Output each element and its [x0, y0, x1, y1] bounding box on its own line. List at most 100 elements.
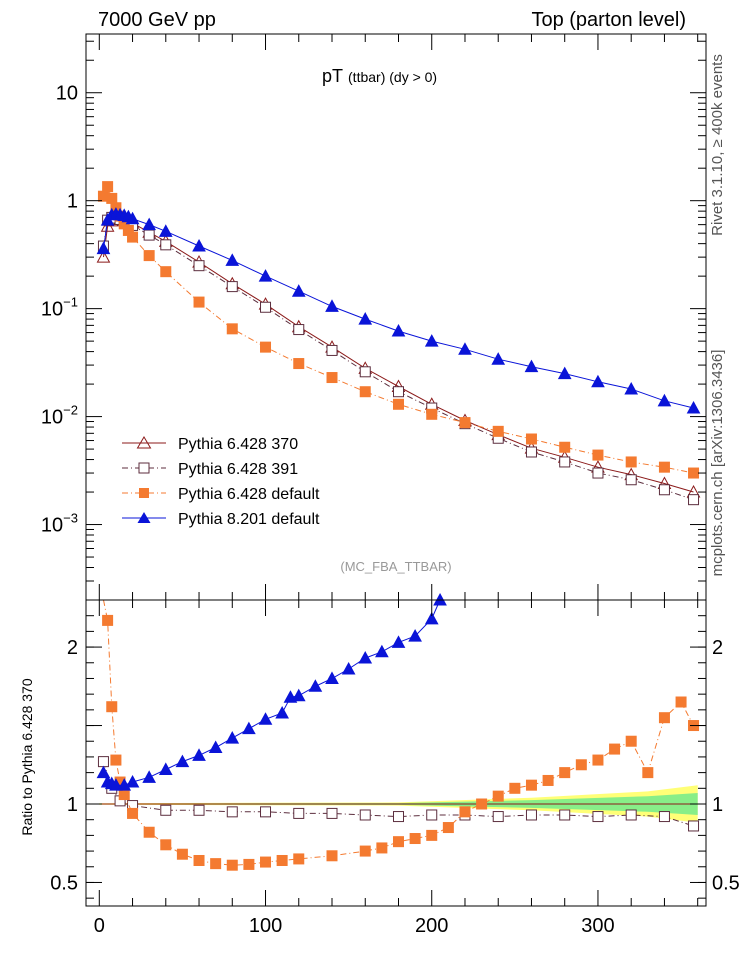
ratio-y-tick-label-right-0: 2	[712, 637, 723, 659]
main-marker-p6_default-14	[326, 372, 338, 384]
main-y-tick-label-3: 10−2	[41, 403, 78, 429]
main-marker-p6_default-24	[658, 461, 670, 473]
legend-entry-p6-391: Pythia 6.428 391	[122, 461, 298, 478]
ratio-y-tick-label-2: 1	[67, 794, 78, 816]
ratio-marker-p8_default-0	[96, 765, 111, 779]
ratio-y-tick-label-right-3: 0.5	[712, 872, 740, 894]
ratio-y-axis-label: Ratio to Pythia 6.428 370	[19, 678, 35, 835]
main-marker-p6_391-20	[525, 446, 537, 458]
legend-label-p6-391: Pythia 6.428 391	[178, 461, 298, 478]
main-marker-p8_default-25	[686, 400, 701, 414]
ratio-marker-p6_default-16	[293, 853, 305, 865]
ratio-marker-p6_default-5	[118, 789, 130, 801]
ratio-marker-p6_default-24	[459, 806, 471, 818]
main-marker-p8_default-17	[424, 334, 439, 347]
ratio-marker-p6_default-29	[542, 774, 554, 786]
ratio-marker-p6_default-35	[642, 767, 654, 779]
ratio-marker-p6_default-2	[106, 701, 118, 713]
main-marker-p6_default-21	[559, 441, 571, 453]
ratio-marker-p8_default-17	[308, 679, 323, 692]
ratio-marker-p8_default-8	[175, 754, 190, 768]
ratio-marker-p8_default-6	[142, 770, 157, 783]
legend-marker-p8-default	[137, 512, 151, 523]
main-y-tick-label-4: 10−3	[41, 511, 78, 537]
ratio-marker-p6_default-10	[193, 854, 205, 866]
main-marker-p6_391-16	[392, 386, 404, 398]
main-marker-p8_default-21	[557, 366, 572, 380]
main-marker-p6_default-9	[160, 266, 172, 278]
main-marker-p6_default-22	[592, 449, 604, 461]
main-y-tick-label-0: 10	[56, 83, 78, 105]
ratio-marker-p8_default-7	[158, 762, 173, 775]
title-text: pT	[322, 66, 343, 86]
main-marker-p6_default-16	[392, 398, 404, 410]
ratio-marker-p6_391-19	[658, 811, 670, 823]
legend-entry-p6-370: Pythia 6.428 370	[122, 436, 298, 453]
main-marker-p6_391-24	[658, 484, 670, 496]
ratio-marker-p6_default-23	[442, 822, 454, 834]
ratio-y-tick-label-0: 2	[67, 637, 78, 659]
legend-entry-p6-default: Pythia 6.428 default	[122, 486, 320, 503]
ratio-marker-p6_default-32	[592, 754, 604, 766]
ratio-marker-p8_default-12	[242, 721, 256, 735]
main-marker-p8_default-13	[291, 284, 306, 297]
ratio-marker-p6_default-12	[226, 859, 238, 871]
legend: Pythia 6.428 370 Pythia 6.428 391 Pythia…	[122, 436, 320, 528]
ratio-marker-p6_391-20	[688, 820, 700, 832]
main-marker-p6_391-9	[160, 239, 172, 251]
main-marker-p8_default-16	[391, 324, 406, 337]
main-marker-p6_391-25	[688, 494, 700, 506]
ratio-marker-p6_default-21	[409, 833, 421, 845]
main-marker-p6_default-17	[426, 408, 438, 420]
main-marker-p6_391-21	[559, 456, 571, 468]
ratio-marker-p6_default-25	[476, 798, 488, 810]
main-marker-p6_default-12	[260, 341, 272, 353]
x-tick-label-2: 200	[415, 915, 448, 937]
ratio-marker-p6_default-34	[625, 735, 637, 747]
main-marker-p6_391-15	[359, 366, 371, 378]
main-marker-p6_default-1	[102, 181, 114, 193]
ratio-marker-p6_default-28	[525, 779, 537, 791]
ratio-marker-p6_391-9	[326, 807, 338, 819]
main-marker-p6_391-23	[625, 474, 637, 486]
ratio-marker-p8_default-23	[408, 629, 422, 642]
ratio-marker-p8_default-18	[325, 671, 339, 684]
analysis-watermark: (MC_FBA_TTBAR)	[340, 559, 451, 574]
ratio-marker-p6_default-20	[392, 836, 404, 848]
ratio-marker-p8_default-20	[358, 651, 373, 664]
main-marker-p8_default-18	[458, 342, 472, 355]
ratio-marker-p6_default-8	[160, 839, 172, 851]
ratio-marker-p8_default-9	[192, 748, 206, 761]
main-marker-p8_default-15	[358, 312, 373, 325]
main-marker-p6_391-13	[293, 324, 305, 336]
main-marker-p6_391-8	[143, 229, 155, 241]
ratio-marker-p6_391-15	[525, 809, 537, 821]
main-marker-p8_default-11	[225, 253, 240, 266]
main-marker-p8_default-14	[325, 299, 339, 312]
ratio-marker-p6_default-36	[658, 712, 670, 724]
mcplots-label: mcplots.cern.ch [arXiv:1306.3436]	[709, 350, 726, 577]
ratio-marker-p6_default-17	[326, 850, 338, 862]
ratio-marker-p6_391-6	[226, 806, 238, 818]
ratio-marker-p6_default-26	[492, 790, 504, 802]
ratio-marker-p6_391-12	[426, 809, 438, 821]
ratio-marker-p6_default-31	[575, 759, 587, 771]
ratio-marker-p8_default-3	[109, 778, 123, 791]
main-marker-p6_default-2	[106, 192, 118, 204]
ratio-marker-p6_391-10	[359, 809, 371, 821]
ratio-axis-ticks: 2 2 1 1 0.5 0.5 0 100 200 300	[50, 600, 740, 937]
legend-marker-p6-391	[138, 462, 150, 474]
main-marker-p6_default-15	[359, 386, 371, 398]
ratio-marker-p6_default-3	[110, 754, 122, 766]
x-tick-label-1: 100	[249, 915, 282, 937]
ratio-marker-p6_391-4	[160, 804, 172, 816]
main-marker-p6_370-0	[96, 250, 111, 263]
ratio-marker-p6_default-6	[127, 807, 139, 819]
ratio-marker-p8_default-16	[291, 688, 306, 702]
ratio-marker-p6_391-16	[559, 809, 571, 821]
main-marker-p6_default-23	[625, 456, 637, 468]
ratio-panel: 2 2 1 1 0.5 0.5 0 100 200 300 Ratio to Pythia 6.4…	[19, 592, 740, 937]
main-marker-p6_391-12	[260, 301, 272, 313]
main-marker-p8_default-23	[624, 381, 639, 395]
